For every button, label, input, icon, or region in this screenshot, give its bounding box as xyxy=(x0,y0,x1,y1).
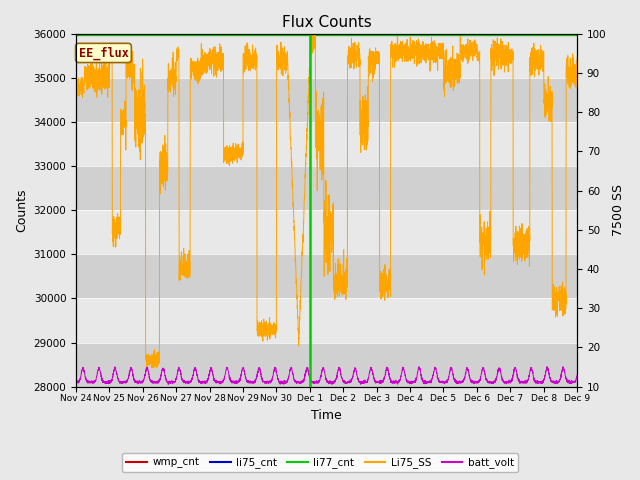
Bar xyxy=(76,122,577,166)
Bar xyxy=(76,166,577,210)
Bar xyxy=(76,343,577,386)
Y-axis label: Counts: Counts xyxy=(15,189,28,232)
Bar xyxy=(76,210,577,254)
Y-axis label: 7500 SS: 7500 SS xyxy=(612,184,625,236)
X-axis label: Time: Time xyxy=(311,409,342,422)
Bar xyxy=(76,254,577,299)
Legend: wmp_cnt, li75_cnt, li77_cnt, Li75_SS, batt_volt: wmp_cnt, li75_cnt, li77_cnt, Li75_SS, ba… xyxy=(122,453,518,472)
Bar xyxy=(76,299,577,343)
Text: EE_flux: EE_flux xyxy=(79,46,129,60)
Title: Flux Counts: Flux Counts xyxy=(282,15,371,30)
Bar xyxy=(76,34,577,78)
Bar xyxy=(76,78,577,122)
